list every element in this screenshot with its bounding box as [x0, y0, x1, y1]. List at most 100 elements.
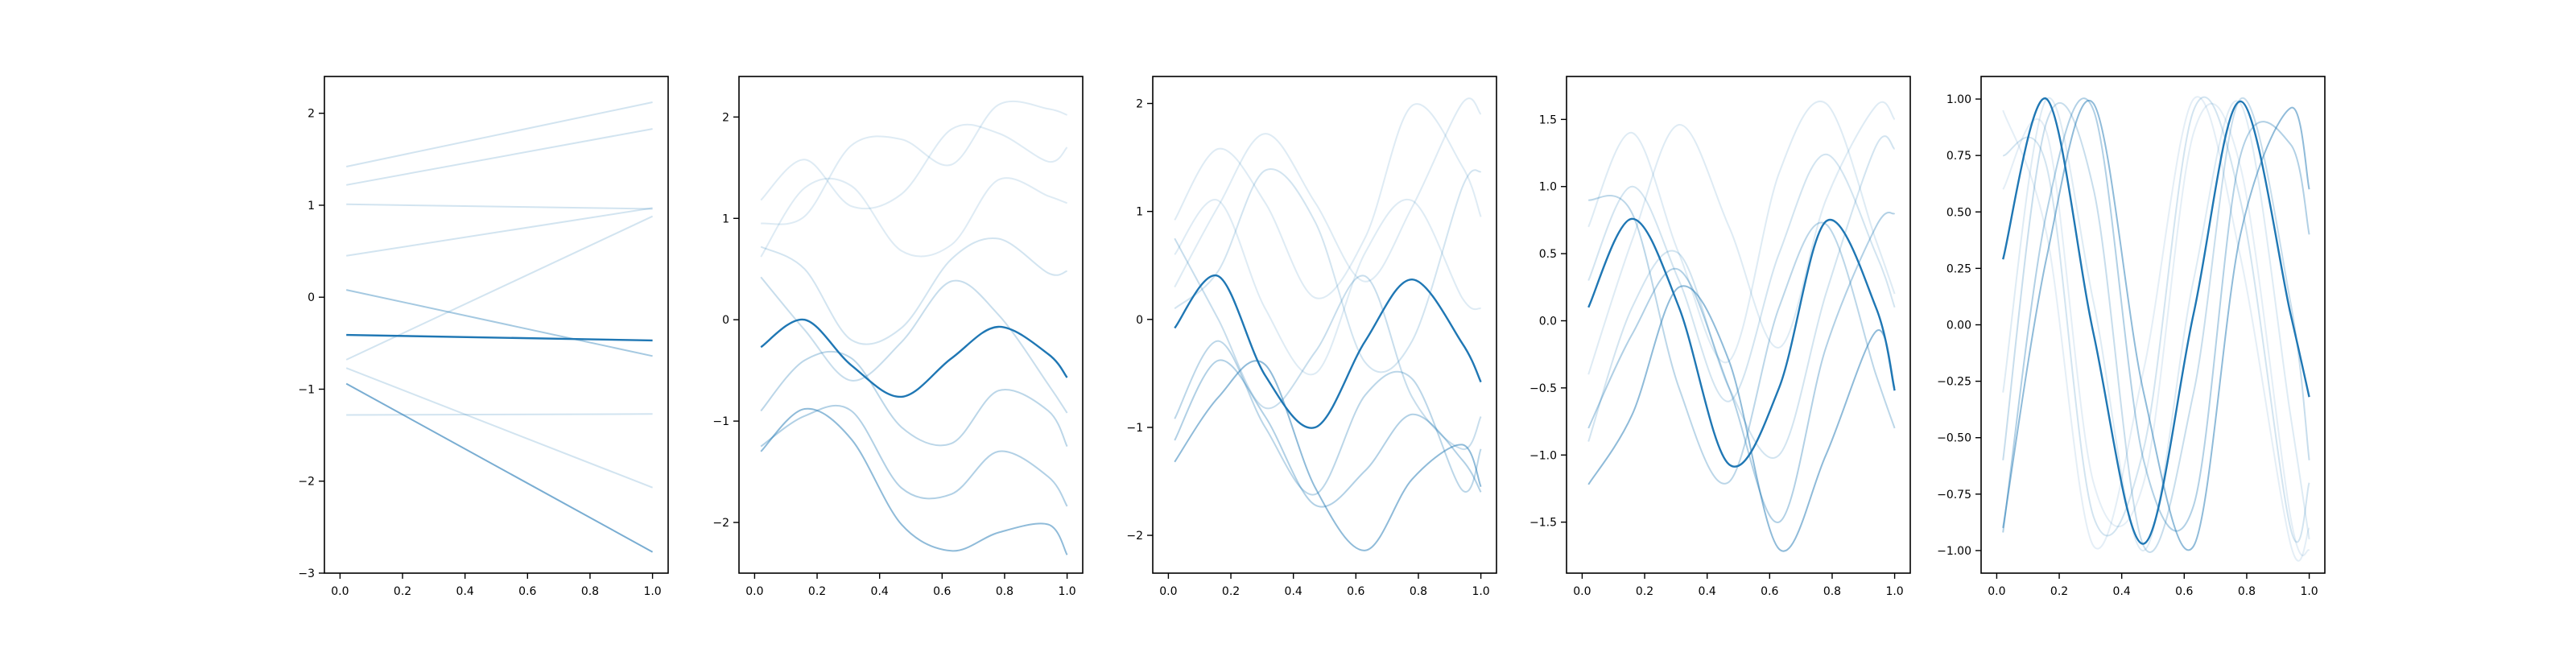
- x-tick-label: 0.2: [2050, 585, 2068, 598]
- axes-frame: [1152, 76, 1497, 574]
- series-line-8: [760, 407, 1068, 555]
- y-tick-label: −0.50: [1937, 432, 1971, 445]
- y-tick-label: −2: [298, 476, 315, 489]
- y-tick-label: 0.00: [1946, 320, 1971, 332]
- x-tick-label: 0.0: [331, 585, 349, 598]
- series-line-3: [346, 203, 653, 210]
- series-line-2: [1174, 97, 1482, 288]
- y-tick-label: 2: [722, 111, 729, 124]
- series-line-7: [2002, 100, 2310, 551]
- y-tick-label: −1: [298, 383, 315, 396]
- x-tick-label: 0.8: [2238, 585, 2256, 598]
- y-tick-label: 0: [1136, 314, 1143, 327]
- y-tick-label: 0.0: [1539, 315, 1557, 328]
- y-tick-label: 0: [722, 314, 729, 327]
- y-tick-label: −0.75: [1937, 489, 1971, 501]
- series-line-1: [1587, 101, 1896, 364]
- series-line-7: [1587, 285, 1896, 552]
- x-tick-label: 0.4: [456, 585, 474, 598]
- series-line-2: [346, 128, 653, 186]
- x-tick-label: 0.4: [2113, 585, 2131, 598]
- x-tick-label: 0.2: [1636, 585, 1653, 598]
- x-tick-label: 1.0: [1472, 585, 1489, 598]
- y-tick-label: −3: [298, 568, 315, 580]
- y-tick-label: 1.5: [1539, 114, 1557, 126]
- y-tick-label: −1: [1126, 422, 1143, 435]
- x-tick-label: 1.0: [1885, 585, 1903, 598]
- y-tick-label: −1.0: [1530, 449, 1557, 462]
- series-line-8: [2002, 97, 2310, 545]
- series-line-7: [760, 404, 1068, 507]
- x-tick-label: 0.2: [808, 585, 826, 598]
- x-tick-label: 0.6: [1761, 585, 1778, 598]
- subplot-1: 0.0 0.2 0.4 0.6 0.8 1.0 −3 −2 −1 0 1 2: [298, 76, 669, 598]
- series-line-4: [760, 237, 1067, 345]
- y-tick-label: 0.5: [1539, 248, 1557, 261]
- series-line-5: [1174, 237, 1482, 450]
- y-tick-label: 1.00: [1946, 93, 1971, 106]
- x-tick-label: 0.2: [394, 585, 411, 598]
- y-tick-label: 2: [1136, 98, 1143, 111]
- x-tick-label: 0.8: [581, 585, 599, 598]
- axes-frame: [1566, 76, 1911, 574]
- series-line-3: [1587, 153, 1896, 402]
- x-tick-label: 0.0: [1573, 585, 1591, 598]
- x-tick-label: 0.2: [1222, 585, 1240, 598]
- x-tick-label: 1.0: [2300, 585, 2318, 598]
- series-line-2: [761, 100, 1067, 225]
- y-tick-label: 0.25: [1946, 262, 1971, 275]
- x-tick-label: 0.0: [1988, 585, 2005, 598]
- series-line-1: [345, 101, 653, 167]
- y-tick-label: 1: [308, 200, 315, 213]
- y-tick-label: 1: [1136, 206, 1143, 219]
- y-tick-label: −0.25: [1937, 376, 1971, 389]
- axes-frame: [324, 76, 669, 574]
- y-tick-label: 0: [308, 291, 315, 304]
- y-tick-label: −0.5: [1530, 382, 1557, 395]
- series-line-3: [760, 177, 1067, 258]
- y-tick-label: −1: [712, 415, 729, 428]
- series-line-5: [1587, 195, 1896, 485]
- subplot-3: 0.0 0.2 0.4 0.6 0.8 1.0 −2 −1 0 1 2: [1126, 76, 1497, 598]
- series-line-7: [345, 367, 653, 489]
- series-line-2: [2002, 102, 2310, 557]
- axes-frame: [738, 76, 1084, 574]
- x-tick-label: 0.6: [518, 585, 536, 598]
- y-tick-label: −2: [1126, 530, 1143, 543]
- x-tick-label: 0.6: [2175, 585, 2193, 598]
- x-tick-label: 0.8: [996, 585, 1013, 598]
- subplot-2: 0.0 0.2 0.4 0.6 0.8 1.0 −2 −1 0 1 2: [712, 76, 1084, 598]
- x-tick-label: 0.4: [871, 585, 889, 598]
- series-line-1: [1174, 103, 1482, 299]
- x-tick-label: 1.0: [1058, 585, 1075, 598]
- series-line-8: [1587, 217, 1896, 468]
- x-tick-label: 0.6: [1347, 585, 1364, 598]
- x-tick-label: 1.0: [643, 585, 661, 598]
- y-tick-label: 1.0: [1539, 181, 1557, 194]
- series-line-9: [345, 382, 654, 553]
- series-line-7: [1174, 359, 1482, 508]
- x-tick-label: 0.4: [1699, 585, 1716, 598]
- y-tick-label: 2: [308, 108, 315, 121]
- x-tick-label: 0.6: [933, 585, 951, 598]
- y-tick-label: −2: [712, 517, 729, 530]
- x-tick-label: 0.8: [1410, 585, 1427, 598]
- series-line-6: [1174, 340, 1482, 496]
- y-tick-label: 1: [722, 213, 729, 225]
- series-line-6: [760, 350, 1068, 448]
- series-line-2: [1587, 101, 1896, 375]
- y-tick-label: 0.75: [1946, 150, 1971, 163]
- x-tick-label: 0.4: [1285, 585, 1302, 598]
- series-line-8: [346, 413, 653, 416]
- series-line-9: [1174, 274, 1482, 429]
- y-tick-label: −1.00: [1937, 545, 1971, 558]
- series-line-3: [1174, 198, 1482, 376]
- subplot-4: 0.0 0.2 0.4 0.6 0.8 1.0 −1.5 −1.0 −0.5 0.0 0.5 1.0 1…: [1530, 76, 1911, 598]
- series-line-5: [760, 276, 1068, 414]
- series-line-4: [1174, 168, 1482, 374]
- series-line-6: [1587, 212, 1896, 523]
- series-line-4: [1587, 135, 1896, 459]
- series-line-9: [760, 318, 1068, 398]
